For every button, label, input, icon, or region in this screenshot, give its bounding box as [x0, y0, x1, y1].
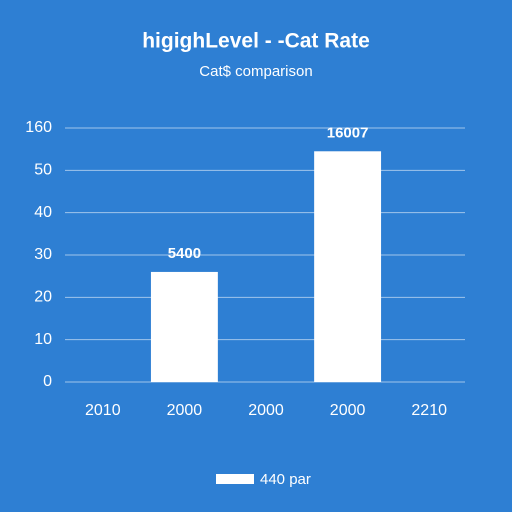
y-tick-label: 20 — [34, 289, 52, 306]
x-tick-label: 2000 — [330, 402, 366, 419]
x-tick-label: 2000 — [167, 402, 203, 419]
bar-annotation: 16007 — [327, 124, 369, 141]
y-tick-label: 30 — [34, 246, 52, 263]
x-tick-label: 2000 — [248, 402, 284, 419]
y-tick-label: 10 — [34, 331, 52, 348]
legend-label: 440 par — [260, 471, 311, 488]
x-tick-label: 2210 — [411, 402, 447, 419]
chart-title: higighLevel - -Cat Rate — [142, 30, 370, 53]
chart-subtitle: Cat$ comparison — [199, 63, 312, 80]
bar — [150, 271, 218, 382]
x-tick-label: 2010 — [85, 402, 121, 419]
y-tick-label: 0 — [43, 373, 52, 390]
bar-annotation: 5400 — [168, 245, 201, 262]
bar — [314, 151, 382, 382]
y-tick-label: 40 — [34, 204, 52, 221]
y-tick-label: 50 — [34, 162, 52, 179]
legend-swatch — [216, 474, 254, 484]
y-tick-label: 160 — [25, 119, 52, 136]
